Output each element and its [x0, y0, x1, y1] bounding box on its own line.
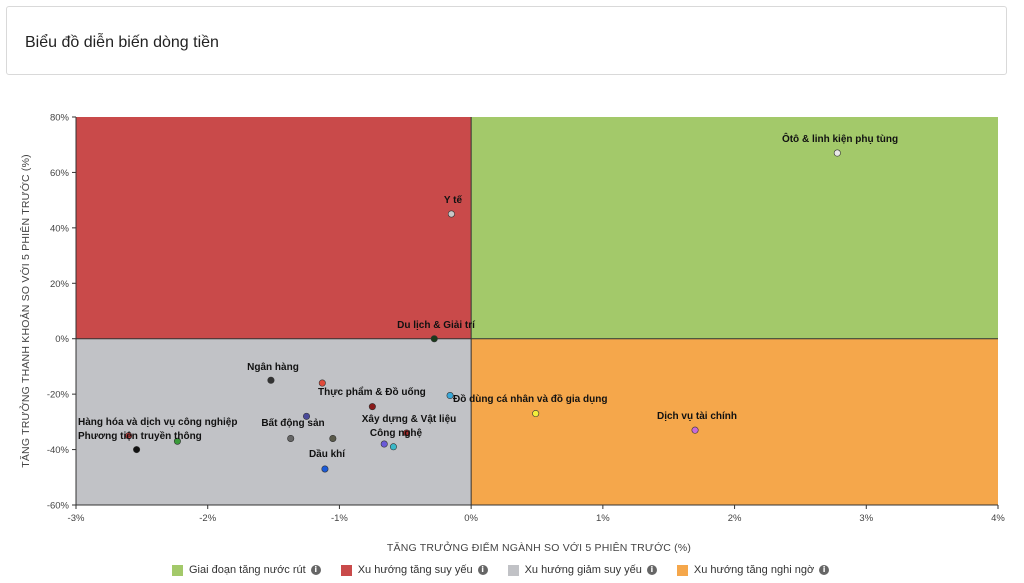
legend-label: Giai đoạn tăng nước rút	[189, 564, 306, 576]
y-axis-title: TĂNG TRƯỞNG THANH KHOẢN SO VỚI 5 PHIÊN T…	[19, 154, 32, 468]
legend-item-xu-huong-tang-nghi-ngo[interactable]: Xu hướng tăng nghi ngờ i	[676, 564, 830, 576]
y-tick-label: 20%	[50, 279, 70, 290]
data-point	[133, 446, 141, 454]
point-label: Xây dựng & Vật liệu	[362, 414, 456, 425]
point-label: Phương tiện truyền thông	[78, 430, 202, 442]
data-point	[329, 434, 337, 442]
x-tick-label: 1%	[596, 513, 610, 524]
legend-label: Xu hướng tăng suy yếu	[357, 564, 473, 576]
data-point	[532, 410, 540, 418]
legend-label: Xu hướng tăng nghi ngờ	[693, 564, 815, 576]
data-point	[447, 210, 455, 218]
data-point	[389, 443, 397, 451]
y-tick-label: 80%	[50, 113, 70, 124]
y-tick-label: 60%	[50, 168, 70, 179]
point-label: Ngân hàng	[247, 362, 299, 373]
info-icon[interactable]: i	[477, 565, 488, 575]
data-point	[446, 392, 454, 400]
data-point	[403, 429, 411, 437]
point-label: Công nghệ	[370, 428, 423, 439]
point-label: Bất động sản	[261, 417, 324, 429]
point-label: Du lịch & Giải trí	[397, 320, 476, 331]
quadrant-top-left	[76, 117, 472, 339]
x-tick-label: -1%	[331, 513, 348, 524]
y-tick-label: 0%	[55, 334, 69, 345]
y-tick-label: -20%	[47, 390, 70, 401]
info-icon[interactable]: i	[646, 565, 657, 575]
data-point	[430, 335, 438, 343]
x-tick-label: 0%	[464, 513, 478, 524]
legend-label: Xu hướng giảm suy yếu	[524, 564, 642, 576]
point-label: Dầu khí	[309, 448, 346, 460]
info-icon[interactable]: i	[819, 565, 830, 575]
point-label: Y tế	[444, 194, 463, 206]
data-point	[125, 432, 133, 440]
point-label: Thực phẩm & Đồ uống	[318, 386, 426, 398]
x-tick-label: -2%	[199, 513, 216, 524]
point-label: Hàng hóa và dịch vụ công nghiệp	[78, 417, 237, 428]
x-tick-label: 3%	[859, 513, 873, 524]
data-point	[302, 412, 310, 420]
axis-ticks: -3% -2% -1% 0% 1% 2% 3% 4% 80% 60% 40% 20% 0% -20% -40…	[47, 113, 1006, 525]
y-tick-label: -60%	[47, 501, 70, 512]
legend-swatch	[340, 564, 352, 576]
data-point	[691, 426, 699, 434]
data-points	[125, 149, 841, 473]
data-point	[321, 465, 329, 473]
data-point	[380, 440, 388, 448]
x-tick-label: -3%	[68, 513, 85, 524]
y-tick-label: -40%	[47, 445, 70, 456]
quadrant-bottom-right	[471, 338, 999, 505]
legend: Giai đoạn tăng nước rút i Xu hướng tăng …	[172, 562, 830, 578]
legend-swatch	[172, 564, 183, 576]
x-tick-label: 4%	[991, 513, 1005, 524]
plot-frame	[75, 117, 998, 506]
point-label: Dịch vụ tài chính	[657, 411, 737, 422]
data-point	[833, 149, 841, 157]
data-point	[287, 434, 295, 442]
legend-item-xu-huong-giam-suy-yeu[interactable]: Xu hướng giảm suy yếu i	[507, 564, 657, 576]
legend-swatch	[676, 564, 688, 576]
legend-item-xu-huong-tang-suy-yeu[interactable]: Xu hướng tăng suy yếu i	[340, 564, 488, 576]
point-label: Đồ dùng cá nhân và đồ gia dụng	[453, 393, 607, 405]
point-label: Ôtô & linh kiện phụ tùng	[782, 132, 898, 145]
data-point	[267, 376, 275, 384]
data-point	[368, 403, 376, 411]
quadrant-backgrounds	[76, 117, 999, 505]
data-labels: Ôtô & linh kiện phụ tùng Y tế Du lịch & Gi…	[78, 132, 898, 460]
x-axis-title: TĂNG TRƯỞNG ĐIỂM NGÀNH SO VỚI 5 PHIÊN TR…	[387, 541, 691, 554]
legend-item-giai-doan-tang-nuoc-rut[interactable]: Giai đoạn tăng nước rút i	[172, 564, 321, 576]
data-point	[318, 379, 326, 387]
page-title: Biểu đồ diễn biến dòng tiền	[25, 34, 219, 51]
y-tick-label: 40%	[50, 223, 70, 234]
quadrant-top-right	[471, 117, 999, 339]
chart-header-card: Biểu đồ diễn biến dòng tiền	[6, 6, 1007, 75]
legend-swatch	[507, 564, 519, 576]
quadrant-bottom-left	[76, 338, 472, 505]
x-tick-label: 2%	[728, 513, 742, 524]
data-point	[173, 437, 181, 445]
info-icon[interactable]: i	[310, 565, 321, 575]
